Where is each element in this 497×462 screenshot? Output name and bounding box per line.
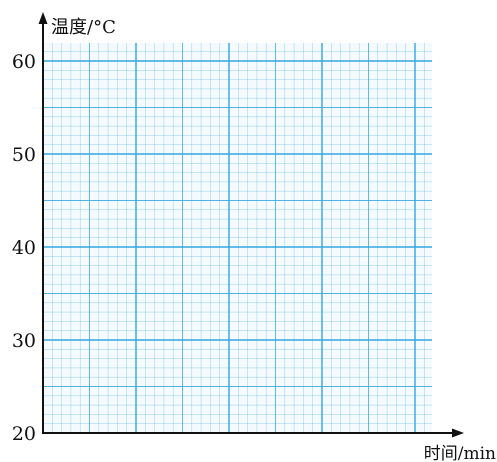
- x-axis-label: 时间/min: [424, 444, 496, 462]
- y-tick-label: 30: [12, 330, 36, 352]
- x-axis-arrow: [452, 428, 464, 438]
- y-tick-label: 20: [12, 423, 36, 445]
- y-axis-label: 温度/°C: [51, 17, 116, 38]
- grid-paper: [42, 43, 432, 434]
- y-tick-label: 40: [12, 237, 36, 259]
- y-axis-arrow: [38, 12, 48, 24]
- y-tick-label: 60: [12, 51, 36, 73]
- axes: [38, 12, 464, 438]
- grid-background: [43, 43, 432, 433]
- y-tick-labels: 20 30 40 50 60: [12, 51, 36, 445]
- y-tick-label: 50: [12, 144, 36, 166]
